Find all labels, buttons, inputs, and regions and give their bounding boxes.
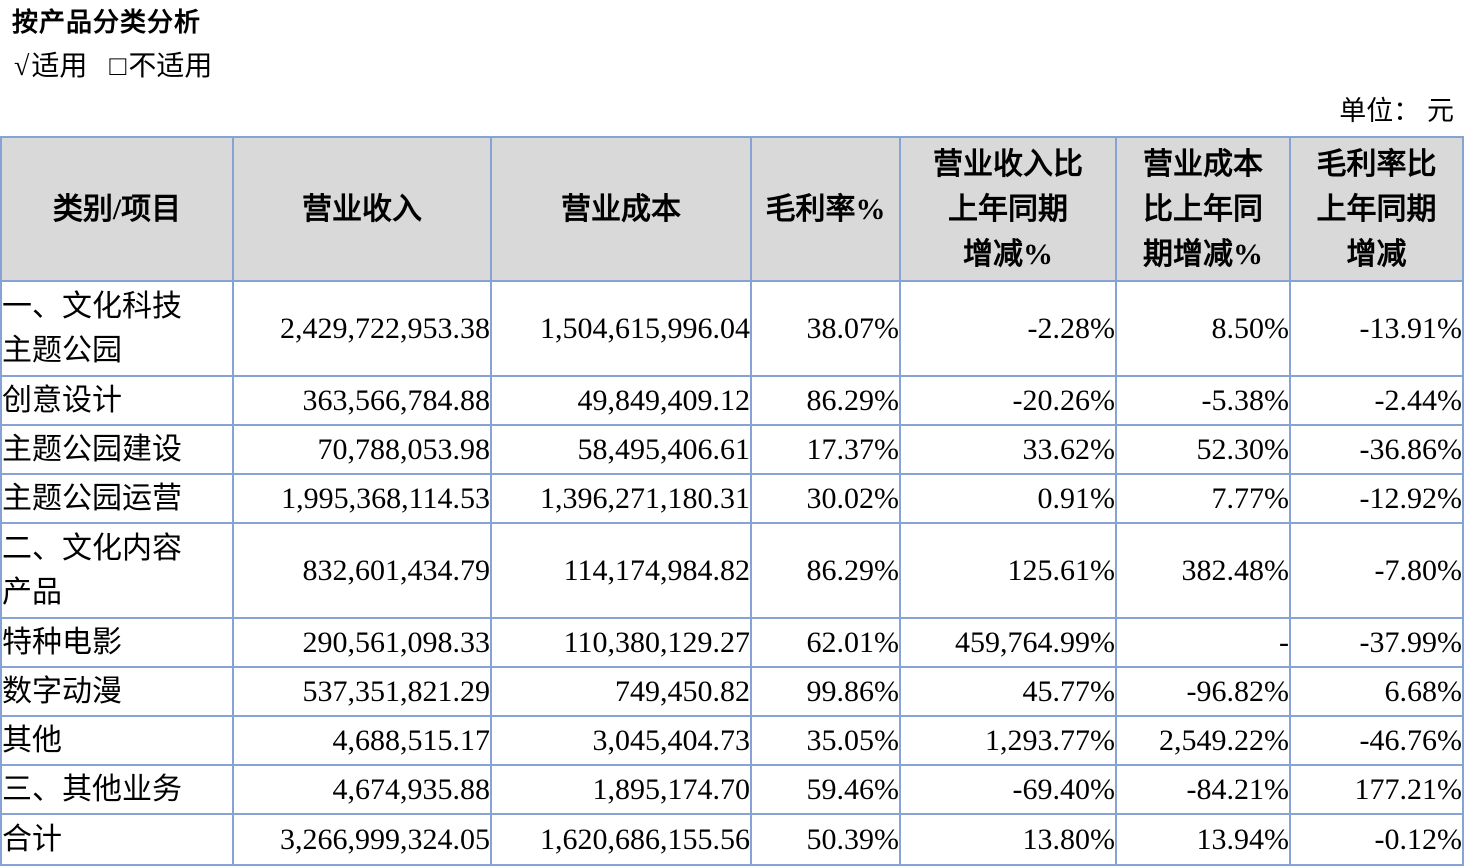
row-margin-yoy: -46.76% — [1289, 715, 1464, 767]
row-cost-yoy: -84.21% — [1115, 764, 1291, 816]
row-gross-margin: 38.07% — [750, 280, 901, 378]
row-revenue-yoy: 459,764.99% — [899, 617, 1117, 669]
row-category: 特种电影 — [0, 617, 234, 669]
row-cost-yoy: 2,549.22% — [1115, 715, 1291, 767]
table-row: 创意设计 363,566,784.88 49,849,409.12 86.29%… — [0, 375, 1464, 427]
row-category: 创意设计 — [0, 375, 234, 427]
row-category: 合计 — [0, 813, 234, 866]
row-revenue: 537,351,821.29 — [232, 666, 492, 718]
row-cost: 58,495,406.61 — [490, 424, 752, 476]
row-cost: 1,895,174.70 — [490, 764, 752, 816]
applicable-label: 适用 — [31, 50, 88, 82]
row-revenue: 3,266,999,324.05 — [232, 813, 492, 866]
section-title: 按产品分类分析 — [12, 8, 202, 37]
row-margin-yoy: -2.44% — [1289, 375, 1464, 427]
header-cost: 营业成本 — [490, 136, 752, 283]
row-revenue: 2,429,722,953.38 — [232, 280, 492, 378]
row-gross-margin: 59.46% — [750, 764, 901, 816]
row-gross-margin: 62.01% — [750, 617, 901, 669]
row-cost: 1,396,271,180.31 — [490, 473, 752, 525]
row-revenue: 1,995,368,114.53 — [232, 473, 492, 525]
row-margin-yoy: -12.92% — [1289, 473, 1464, 525]
unit-label: 单位： 元 — [1339, 96, 1454, 127]
table-header-row: 类别/项目 营业收入 营业成本 毛利率% 营业收入比 上年同期 增减% 营业成本… — [0, 136, 1464, 283]
row-cost-yoy: 52.30% — [1115, 424, 1291, 476]
table-row: 数字动漫 537,351,821.29 749,450.82 99.86% 45… — [0, 666, 1464, 718]
row-revenue: 4,688,515.17 — [232, 715, 492, 767]
row-cost-yoy: -5.38% — [1115, 375, 1291, 427]
row-cost-yoy: 382.48% — [1115, 522, 1291, 620]
row-category: 二、文化内容 产品 — [0, 522, 234, 620]
applicability-row: √适用 □不适用 — [0, 40, 1468, 84]
row-cost: 1,620,686,155.56 — [490, 813, 752, 866]
table-row: 其他 4,688,515.17 3,045,404.73 35.05% 1,29… — [0, 715, 1464, 767]
row-margin-yoy: -36.86% — [1289, 424, 1464, 476]
table-row-total: 合计 3,266,999,324.05 1,620,686,155.56 50.… — [0, 813, 1464, 866]
row-cost-yoy: 13.94% — [1115, 813, 1291, 866]
row-margin-yoy: -0.12% — [1289, 813, 1464, 866]
row-revenue-yoy: -69.40% — [899, 764, 1117, 816]
row-revenue: 363,566,784.88 — [232, 375, 492, 427]
row-gross-margin: 17.37% — [750, 424, 901, 476]
table-row: 主题公园建设 70,788,053.98 58,495,406.61 17.37… — [0, 424, 1464, 476]
row-revenue-yoy: 13.80% — [899, 813, 1117, 866]
header-gross-margin: 毛利率% — [750, 136, 901, 283]
row-margin-yoy: 177.21% — [1289, 764, 1464, 816]
row-cost: 49,849,409.12 — [490, 375, 752, 427]
row-revenue: 290,561,098.33 — [232, 617, 492, 669]
row-category: 主题公园建设 — [0, 424, 234, 476]
row-gross-margin: 50.39% — [750, 813, 901, 866]
row-revenue-yoy: -20.26% — [899, 375, 1117, 427]
row-margin-yoy: -7.80% — [1289, 522, 1464, 620]
row-revenue-yoy: 1,293.77% — [899, 715, 1117, 767]
row-category: 主题公园运营 — [0, 473, 234, 525]
table-row: 三、其他业务 4,674,935.88 1,895,174.70 59.46% … — [0, 764, 1464, 816]
row-gross-margin: 86.29% — [750, 522, 901, 620]
row-revenue: 4,674,935.88 — [232, 764, 492, 816]
row-revenue-yoy: 33.62% — [899, 424, 1117, 476]
header-revenue: 营业收入 — [232, 136, 492, 283]
row-gross-margin: 86.29% — [750, 375, 901, 427]
row-category: 一、文化科技 主题公园 — [0, 280, 234, 378]
row-gross-margin: 99.86% — [750, 666, 901, 718]
row-margin-yoy: 6.68% — [1289, 666, 1464, 718]
row-revenue: 832,601,434.79 — [232, 522, 492, 620]
row-category: 其他 — [0, 715, 234, 767]
row-cost-yoy: 7.77% — [1115, 473, 1291, 525]
header-cost-yoy: 营业成本 比上年同 期增减% — [1115, 136, 1291, 283]
table-row: 主题公园运营 1,995,368,114.53 1,396,271,180.31… — [0, 473, 1464, 525]
table-row: 二、文化内容 产品 832,601,434.79 114,174,984.82 … — [0, 522, 1464, 620]
row-cost: 114,174,984.82 — [490, 522, 752, 620]
product-category-table: 类别/项目 营业收入 营业成本 毛利率% 营业收入比 上年同期 增减% 营业成本… — [0, 136, 1464, 866]
row-margin-yoy: -37.99% — [1289, 617, 1464, 669]
row-gross-margin: 35.05% — [750, 715, 901, 767]
row-cost: 110,380,129.27 — [490, 617, 752, 669]
row-category: 三、其他业务 — [0, 764, 234, 816]
applicable-option: √适用 — [14, 51, 87, 82]
header-revenue-yoy: 营业收入比 上年同期 增减% — [899, 136, 1117, 283]
table-row: 一、文化科技 主题公园 2,429,722,953.38 1,504,615,9… — [0, 280, 1464, 378]
not-applicable-label: 不适用 — [128, 50, 213, 82]
row-gross-margin: 30.02% — [750, 473, 901, 525]
not-applicable-option: □不适用 — [109, 51, 212, 82]
row-cost: 3,045,404.73 — [490, 715, 752, 767]
row-revenue-yoy: 45.77% — [899, 666, 1117, 718]
header-margin-yoy: 毛利率比 上年同期 增减 — [1289, 136, 1464, 283]
row-cost: 749,450.82 — [490, 666, 752, 718]
row-cost-yoy: - — [1115, 617, 1291, 669]
row-revenue-yoy: 0.91% — [899, 473, 1117, 525]
row-margin-yoy: -13.91% — [1289, 280, 1464, 378]
row-cost-yoy: -96.82% — [1115, 666, 1291, 718]
row-cost-yoy: 8.50% — [1115, 280, 1291, 378]
table-row: 特种电影 290,561,098.33 110,380,129.27 62.01… — [0, 617, 1464, 669]
row-revenue-yoy: 125.61% — [899, 522, 1117, 620]
row-category: 数字动漫 — [0, 666, 234, 718]
row-revenue-yoy: -2.28% — [899, 280, 1117, 378]
check-mark-icon: √ — [14, 50, 30, 82]
empty-checkbox-icon: □ — [109, 50, 127, 82]
row-cost: 1,504,615,996.04 — [490, 280, 752, 378]
row-revenue: 70,788,053.98 — [232, 424, 492, 476]
header-category: 类别/项目 — [0, 136, 234, 283]
